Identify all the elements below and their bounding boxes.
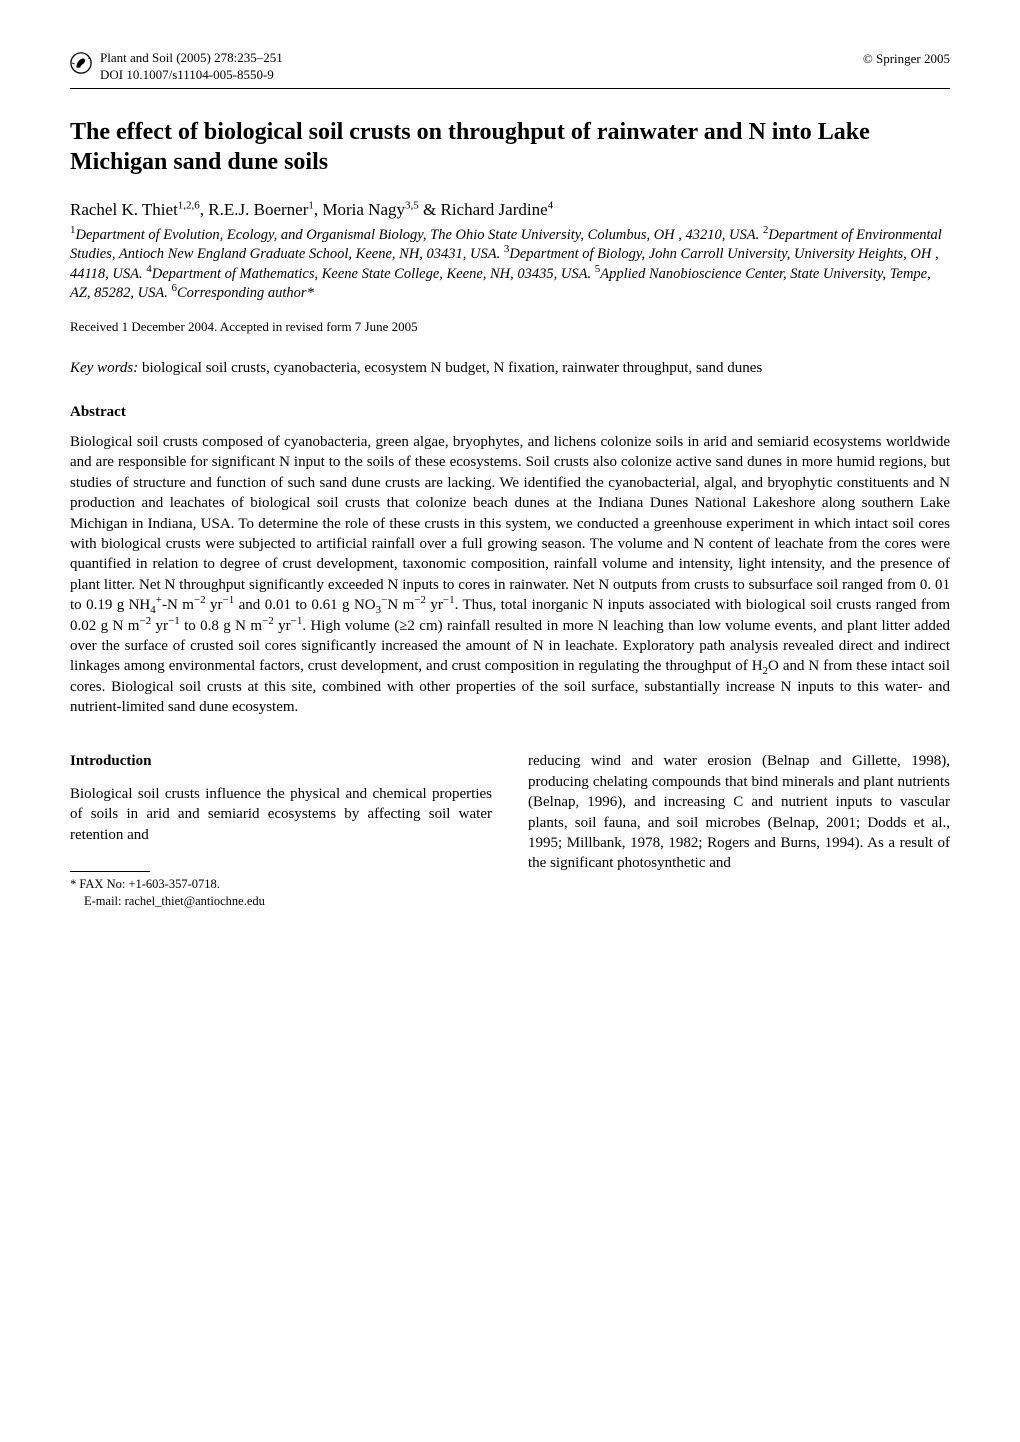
footnote-separator (70, 871, 150, 872)
authors: Rachel K. Thiet1,2,6, R.E.J. Boerner1, M… (70, 199, 950, 222)
abstract-heading: Abstract (70, 402, 950, 422)
introduction-heading: Introduction (70, 751, 492, 771)
keywords-label: Key words: (70, 360, 138, 376)
column-left: Introduction Biological soil crusts infl… (70, 751, 492, 909)
springer-horse-icon (70, 52, 92, 74)
column-right: reducing wind and water erosion (Belnap … (528, 751, 950, 909)
header-left: Plant and Soil (2005) 278:235–251 DOI 10… (70, 50, 283, 84)
intro-paragraph-1: Biological soil crusts influence the phy… (70, 784, 492, 845)
copyright: © Springer 2005 (863, 50, 950, 68)
header-rule (70, 88, 950, 89)
page-header: Plant and Soil (2005) 278:235–251 DOI 10… (70, 50, 950, 84)
doi-line: DOI 10.1007/s11104-005-8550-9 (100, 67, 283, 84)
footnote-block: * FAX No: +1-603-357-0718. E-mail: rache… (70, 876, 492, 910)
affiliations: 1Department of Evolution, Ecology, and O… (70, 226, 950, 304)
article-title: The effect of biological soil crusts on … (70, 117, 950, 177)
received-line: Received 1 December 2004. Accepted in re… (70, 318, 950, 336)
journal-info: Plant and Soil (2005) 278:235–251 DOI 10… (100, 50, 283, 84)
abstract-body: Biological soil crusts composed of cyano… (70, 432, 950, 717)
journal-line: Plant and Soil (2005) 278:235–251 (100, 50, 283, 67)
keywords-block: Key words: biological soil crusts, cyano… (70, 358, 950, 378)
body-columns: Introduction Biological soil crusts infl… (70, 751, 950, 909)
keywords-text: biological soil crusts, cyanobacteria, e… (138, 360, 762, 376)
footnote-email: E-mail: rachel_thiet@antiochne.edu (70, 893, 492, 910)
intro-paragraph-2: reducing wind and water erosion (Belnap … (528, 751, 950, 873)
footnote-fax: * FAX No: +1-603-357-0718. (70, 876, 492, 893)
